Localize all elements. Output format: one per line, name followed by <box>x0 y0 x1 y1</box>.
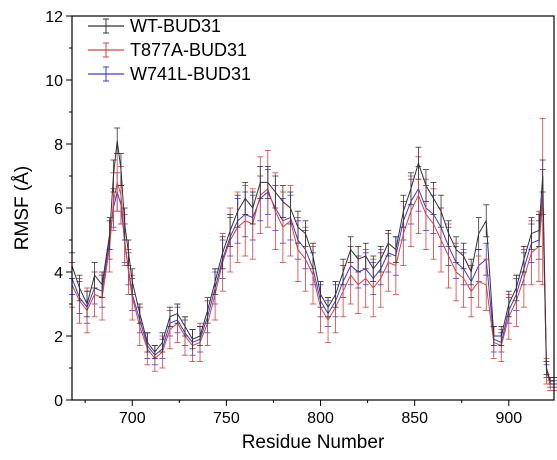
y-tick-label: 0 <box>54 393 63 410</box>
x-axis-title: Residue Number <box>242 432 385 453</box>
legend: WT-BUD31 T877A-BUD31 W741L-BUD31 <box>88 16 251 84</box>
x-tick-label: 850 <box>401 410 428 427</box>
x-tick-label: 900 <box>495 410 522 427</box>
series-layer <box>69 118 557 391</box>
y-tick-label: 2 <box>54 329 63 346</box>
y-tick-label: 10 <box>45 73 63 90</box>
y-tick-label: 8 <box>54 137 63 154</box>
x-tick-label: 750 <box>213 410 240 427</box>
series-wt-bud31 <box>69 127 557 385</box>
y-tick-label: 12 <box>45 9 63 26</box>
legend-label: WT-BUD31 <box>130 16 221 36</box>
legend-label: T877A-BUD31 <box>130 40 247 60</box>
legend-item-w741l-bud31: W741L-BUD31 <box>88 64 251 84</box>
series-line-wt-bud31 <box>71 140 554 382</box>
legend-label: W741L-BUD31 <box>130 64 251 84</box>
x-tick-label: 700 <box>119 410 146 427</box>
series-line-t877a-bud31 <box>71 182 554 385</box>
y-axis-title: RMSF (Å) <box>12 166 33 250</box>
ticks-layer: 700 750 800 850 900 0 2 4 6 8 10 12 <box>45 9 522 427</box>
x-tick-label: 800 <box>307 410 334 427</box>
y-tick-label: 4 <box>54 265 63 282</box>
legend-item-t877a-bud31: T877A-BUD31 <box>88 40 247 60</box>
legend-item-wt-bud31: WT-BUD31 <box>88 16 221 36</box>
y-tick-label: 6 <box>54 201 63 218</box>
series-line-w741l-bud31 <box>71 187 554 385</box>
